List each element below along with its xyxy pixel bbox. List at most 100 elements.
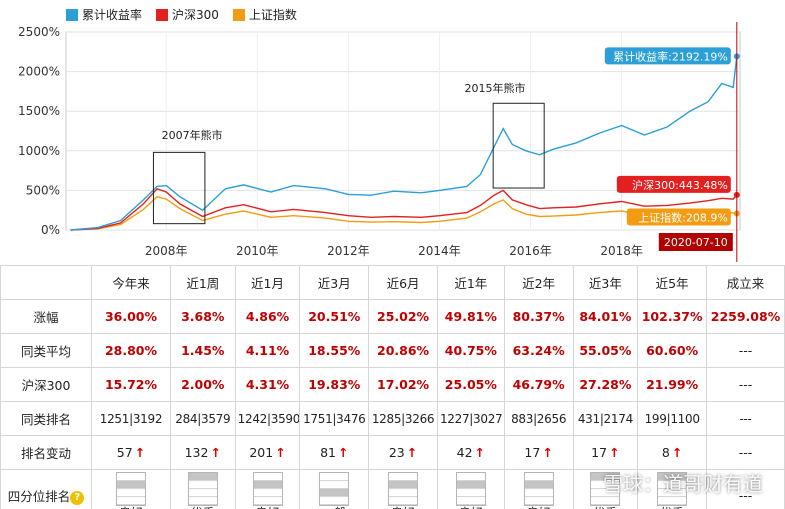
rank-change-value: 17: [524, 445, 541, 460]
row-label: 沪深300: [0, 367, 93, 402]
up-arrow-icon: ↑: [210, 445, 221, 460]
chart-area: 2500% 2000% 1500% 1000% 500% 0% 2008年 2010年 2012…: [18, 6, 741, 262]
quartile-text: 良好: [371, 507, 435, 509]
row-rank-change: 排名变动 57 ↑ 132 ↑ 201 ↑ 81 ↑ 23 ↑ 42 ↑ 17 ↑ 17 ↑ 8 ↑ ---: [0, 435, 785, 470]
table-cell: 201 ↑: [234, 435, 301, 470]
table-cell: 17.02%: [368, 367, 438, 402]
header-cell: 近3月: [299, 265, 370, 300]
x-tick-label: 2012年: [327, 244, 370, 258]
up-arrow-icon: ↑: [542, 445, 553, 460]
table-cell: 1751|3476: [299, 401, 370, 436]
quartile-text: 良好: [440, 507, 502, 509]
help-icon[interactable]: ?: [70, 490, 85, 505]
quartile-text: 优秀: [173, 507, 233, 509]
table-cell: 3.68%: [169, 299, 236, 334]
hs300-series-line: [70, 187, 738, 231]
row-label: 同类排名: [0, 401, 93, 436]
quartile-cell: 良好: [234, 469, 301, 509]
table-cell: 25.05%: [436, 367, 505, 402]
quartile-text: 优秀: [640, 507, 704, 509]
table-cell: 42 ↑: [436, 435, 505, 470]
table-cell: 21.99%: [637, 367, 708, 402]
table-cell: 1242|3590: [234, 401, 301, 436]
table-cell: 20.51%: [299, 299, 370, 334]
y-tick-label: 2000%: [18, 65, 60, 79]
up-arrow-icon: ↑: [406, 445, 418, 460]
rank-change-value: 23: [388, 445, 405, 460]
end-label-hs300-bg: [616, 175, 731, 193]
table-cell: 2259.08%: [706, 299, 785, 334]
end-label-sh: 上证指数:208.9%: [638, 211, 728, 225]
quartile-text: 良好: [94, 507, 168, 509]
quartile-text: 良好: [507, 507, 571, 509]
table-cell: 18.55%: [299, 333, 370, 368]
row-label: 四分位排名?: [0, 469, 93, 509]
table-cell: 40.75%: [436, 333, 505, 368]
quartile-cell: 优秀: [169, 469, 236, 509]
x-tick-label: 2016年: [509, 244, 552, 258]
table-cell: 431|2174: [572, 401, 639, 436]
row-label: 涨幅: [0, 299, 93, 334]
table-cell: 49.81%: [436, 299, 505, 334]
rank-change-value: 8: [661, 445, 670, 460]
table-cell: 60.60%: [637, 333, 708, 368]
table-cell: 19.83%: [299, 367, 370, 402]
table-cell: 4.11%: [234, 333, 301, 368]
x-tick-label: 2010年: [236, 244, 279, 258]
table-cell: 23 ↑: [368, 435, 438, 470]
header-cell: 近1月: [234, 265, 301, 300]
header-cell: 近1周: [169, 265, 236, 300]
table-cell: 132 ↑: [169, 435, 236, 470]
header-cell: 近5年: [637, 265, 708, 300]
end-label-fund-bg: [604, 47, 731, 65]
row-hs300: 沪深300 15.72% 2.00% 4.31% 19.83% 17.02% 25.05% 4…: [0, 367, 785, 402]
y-tick-label: 1500%: [18, 104, 60, 118]
rank-change-value: 17: [591, 445, 608, 460]
rank-change-value: 132: [184, 445, 209, 460]
header-cell: 近2年: [503, 265, 574, 300]
legend-item-sh[interactable]: 上证指数: [232, 6, 297, 23]
table-cell: 1251|3192: [91, 401, 171, 436]
legend-item-hs300[interactable]: 沪深300: [156, 6, 219, 23]
row-label: 同类平均: [0, 333, 93, 368]
table-cell: 17 ↑: [503, 435, 574, 470]
quartile-cell: 良好: [91, 469, 171, 509]
table-cell: 84.01%: [572, 299, 639, 334]
table-cell: 55.05%: [572, 333, 639, 368]
table-cell: 2.00%: [169, 367, 236, 402]
quartile-bar-icon: [590, 472, 621, 506]
table-cell: 25.02%: [368, 299, 438, 334]
table-cell: ---: [706, 333, 785, 368]
table-cell: 284|3579: [169, 401, 236, 436]
table-cell: 28.80%: [91, 333, 171, 368]
bear-market-box-2015: [492, 102, 545, 189]
y-tick-label: 1000%: [18, 144, 60, 158]
plot-frame: [65, 31, 741, 231]
bear-market-box-2007: [152, 151, 206, 225]
row-label: 排名变动: [0, 435, 93, 470]
quartile-cell: 良好: [368, 469, 438, 509]
table-cell: 883|2656: [503, 401, 574, 436]
quartile-label: 四分位排名: [7, 489, 71, 504]
up-arrow-icon: ↑: [609, 445, 620, 460]
rank-change-value: 57: [116, 445, 133, 460]
quartile-bar-icon: [115, 472, 146, 506]
table-cell: 15.72%: [91, 367, 171, 402]
rank-change-value: 42: [456, 445, 473, 460]
y-tick-label: 0%: [41, 223, 60, 237]
legend-swatch-sh: [232, 8, 245, 21]
table-cell: ---: [706, 401, 785, 436]
rank-change-value: 81: [320, 445, 336, 460]
legend-item-fund[interactable]: 累计收益率: [66, 6, 142, 23]
legend-label-fund: 累计收益率: [82, 8, 143, 22]
row-quartile: 四分位排名?良好优秀良好一般良好良好良好优秀优秀---: [0, 469, 785, 509]
quartile-bar-icon: [252, 472, 283, 506]
date-label: 2020-07-10: [664, 236, 728, 249]
x-tick-label: 2018年: [600, 244, 643, 258]
header-cell: 成立来: [706, 265, 785, 300]
table-cell: 57 ↑: [91, 435, 171, 470]
table-cell: 4.86%: [234, 299, 301, 334]
fund-series-line: [70, 56, 738, 231]
table-cell: 20.86%: [368, 333, 438, 368]
annotation-2015-bear: 2015年熊市: [464, 81, 525, 95]
